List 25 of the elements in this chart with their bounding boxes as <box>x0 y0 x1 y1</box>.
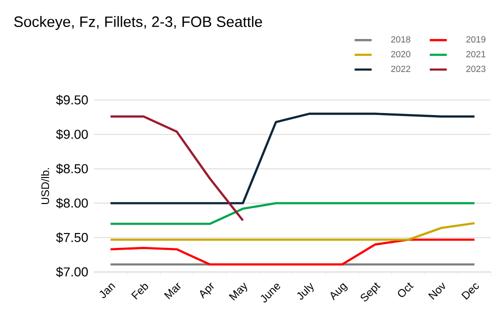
x-tick-label: May <box>228 282 248 301</box>
x-tick-label: Feb <box>131 284 148 300</box>
y-tick-label: $9.50 <box>56 94 88 106</box>
x-tick-label: Nov <box>428 282 446 300</box>
x-tick-label: Jan <box>100 284 116 298</box>
legend-label: 2022 <box>391 66 410 72</box>
y-tick-label: $7.50 <box>56 232 88 243</box>
legend-label: 2020 <box>391 50 410 58</box>
y-tick-label: $8.00 <box>56 198 88 208</box>
x-tick-label: Dec <box>461 283 479 300</box>
legend-label: 2021 <box>466 50 486 58</box>
x-tick-label: Oct <box>398 282 414 297</box>
legend-label: 2019 <box>466 36 486 43</box>
y-axis-title: USD/lb. <box>41 168 50 204</box>
x-tick-label: Mar <box>164 282 181 300</box>
x-tick-label: Aug <box>330 282 348 300</box>
legend-label: 2018 <box>391 36 410 43</box>
chart-title: Sockeye, Fz, Fillets, 2-3, FOB Seattle <box>14 16 262 30</box>
line-series <box>109 115 244 222</box>
y-tick-label: $9.00 <box>56 129 88 140</box>
x-tick-label: July <box>297 282 314 300</box>
y-tick-label: $8.50 <box>56 164 88 174</box>
legend-label: 2023 <box>466 66 486 72</box>
x-tick-label: Apr <box>200 282 214 299</box>
y-tick-label: $7.00 <box>56 266 88 278</box>
